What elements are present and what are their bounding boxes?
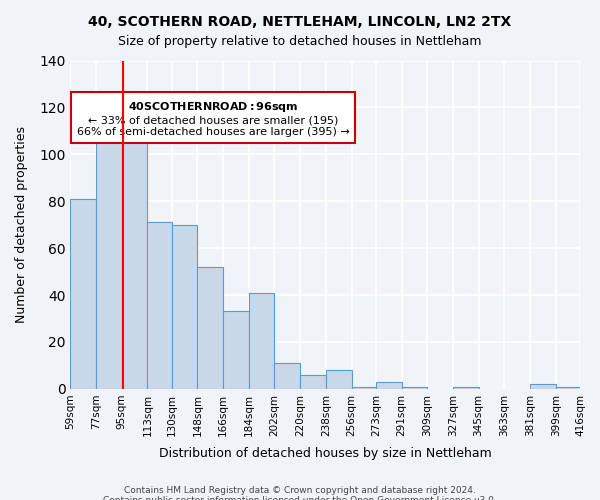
Bar: [530, 384, 556, 389]
Bar: [274, 363, 300, 389]
Bar: [300, 375, 326, 389]
Bar: [172, 224, 197, 389]
Bar: [453, 386, 479, 389]
Text: Contains public sector information licensed under the Open Government Licence v3: Contains public sector information licen…: [103, 496, 497, 500]
Text: Size of property relative to detached houses in Nettleham: Size of property relative to detached ho…: [118, 35, 482, 48]
Bar: [352, 386, 376, 389]
Bar: [223, 312, 249, 389]
Bar: [197, 267, 223, 389]
Bar: [249, 292, 274, 389]
Bar: [96, 124, 122, 389]
Bar: [122, 131, 148, 389]
Y-axis label: Number of detached properties: Number of detached properties: [15, 126, 28, 323]
Text: $\bf{40 SCOTHERN ROAD: 96sqm}$
← 33% of detached houses are smaller (195)
66% of: $\bf{40 SCOTHERN ROAD: 96sqm}$ ← 33% of …: [77, 100, 349, 137]
Bar: [401, 386, 427, 389]
Text: 40, SCOTHERN ROAD, NETTLEHAM, LINCOLN, LN2 2TX: 40, SCOTHERN ROAD, NETTLEHAM, LINCOLN, L…: [88, 15, 512, 29]
Bar: [376, 382, 401, 389]
Bar: [70, 199, 96, 389]
Bar: [556, 386, 580, 389]
Bar: [326, 370, 352, 389]
Bar: [148, 222, 172, 389]
X-axis label: Distribution of detached houses by size in Nettleham: Distribution of detached houses by size …: [159, 447, 491, 460]
Text: Contains HM Land Registry data © Crown copyright and database right 2024.: Contains HM Land Registry data © Crown c…: [124, 486, 476, 495]
